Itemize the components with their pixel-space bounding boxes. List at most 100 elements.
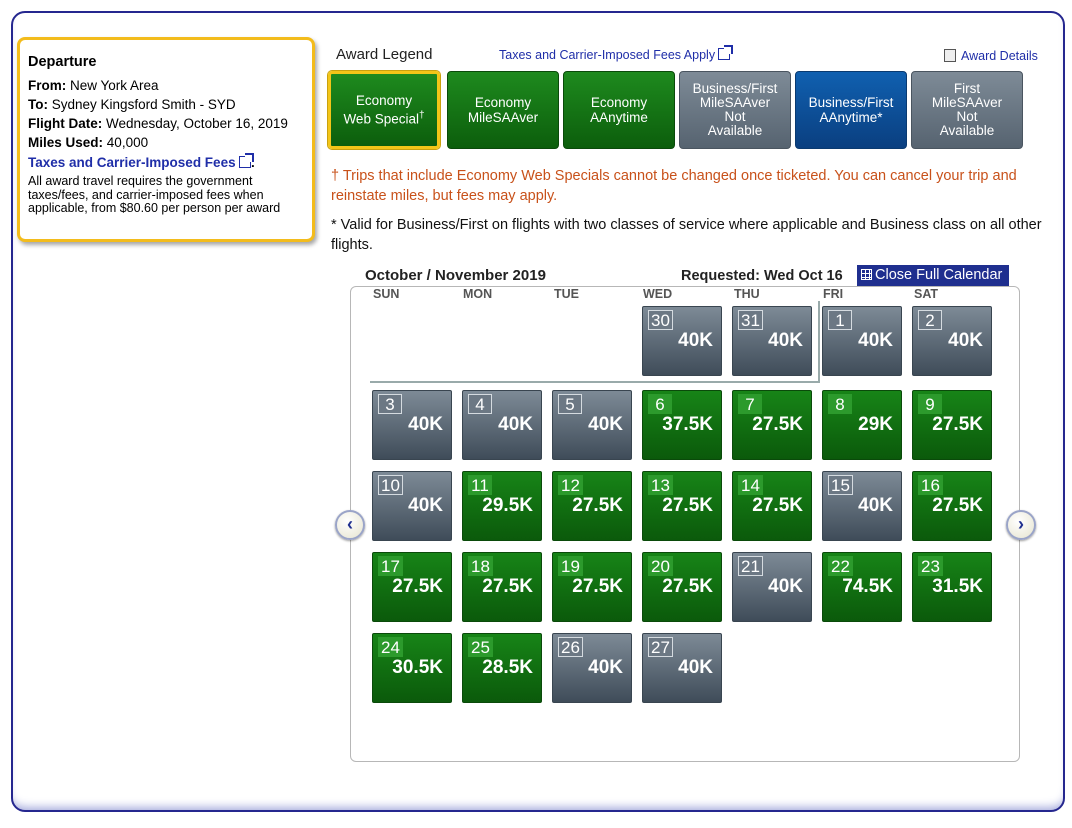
calendar-day[interactable]: 12 27.5K [552, 471, 632, 541]
legend-business-first-milesaaver[interactable]: Business/First MileSAAver Not Available [679, 71, 791, 149]
day-miles: 74.5K [842, 576, 893, 597]
day-number: 20 [648, 556, 673, 576]
day-miles: 27.5K [932, 495, 983, 516]
calendar-day[interactable]: 9 27.5K [912, 390, 992, 460]
day-number: 1 [828, 310, 852, 330]
document-icon [944, 49, 956, 62]
legend-item-line: MileSAAver [467, 110, 539, 125]
calendar-day[interactable]: 8 29K [822, 390, 902, 460]
from-row: From: New York Area [28, 76, 304, 95]
calendar-day[interactable]: 20 27.5K [642, 552, 722, 622]
to-row: To: Sydney Kingsford Smith - SYD [28, 95, 304, 114]
day-number: 11 [468, 475, 492, 495]
legend-item-line: MileSAAver [931, 95, 1003, 110]
legend-economy-aanytime[interactable]: Economy AAnytime [563, 71, 675, 149]
day-number: 12 [558, 475, 583, 495]
calendar-day[interactable]: 4 40K [462, 390, 542, 460]
day-miles: 40K [588, 414, 623, 435]
calendar-day[interactable]: 16 27.5K [912, 471, 992, 541]
close-full-calendar-button[interactable]: Close Full Calendar [857, 265, 1009, 286]
weekday-header: MON [463, 287, 493, 301]
award-details-link[interactable]: Award Details [944, 49, 1038, 63]
miles-label: Miles Used: [28, 135, 104, 150]
calendar-day[interactable]: 7 27.5K [732, 390, 812, 460]
day-miles: 40K [858, 495, 893, 516]
requested-date: Requested: Wed Oct 16 [681, 268, 843, 284]
external-link-icon [238, 153, 254, 168]
day-miles: 40K [768, 330, 803, 351]
calendar-day[interactable]: 1 40K [822, 306, 902, 376]
day-miles: 40K [948, 330, 983, 351]
calendar-day[interactable]: 21 40K [732, 552, 812, 622]
next-month-button[interactable]: › [1006, 510, 1036, 540]
calendar-day[interactable]: 22 74.5K [822, 552, 902, 622]
calendar-day[interactable]: 15 40K [822, 471, 902, 541]
calendar-day[interactable]: 5 40K [552, 390, 632, 460]
day-miles: 40K [498, 414, 533, 435]
legend-business-first-aanytime[interactable]: Business/First AAnytime* [795, 71, 907, 149]
legend-item-line: Business/First [692, 81, 778, 96]
calendar-grid-icon [861, 269, 872, 280]
day-number: 10 [378, 475, 403, 495]
calendar-day[interactable]: 6 37.5K [642, 390, 722, 460]
calendar-day[interactable]: 19 27.5K [552, 552, 632, 622]
legend-item-line: Available [707, 123, 763, 138]
calendar-day[interactable]: 27 40K [642, 633, 722, 703]
taxes-fees-link[interactable]: Taxes and Carrier-Imposed Fees Apply [499, 45, 734, 62]
from-value: New York Area [70, 78, 159, 93]
calendar-day[interactable]: 30 40K [642, 306, 722, 376]
day-miles: 40K [678, 330, 713, 351]
to-label: To: [28, 97, 48, 112]
calendar-day[interactable]: 26 40K [552, 633, 632, 703]
day-number: 8 [828, 394, 852, 414]
close-calendar-label: Close Full Calendar [875, 267, 1003, 283]
day-number: 18 [468, 556, 493, 576]
day-number: 13 [648, 475, 673, 495]
day-miles: 31.5K [932, 576, 983, 597]
fees-link[interactable]: Taxes and Carrier-Imposed Fees [28, 153, 254, 170]
legend-first-milesaaver[interactable]: First MileSAAver Not Available [911, 71, 1023, 149]
legend-item-line: MileSAAver [699, 95, 771, 110]
day-miles: 27.5K [572, 495, 623, 516]
fees-note: All award travel requires the government… [28, 174, 281, 215]
day-number: 5 [558, 394, 582, 414]
calendar-day[interactable]: 14 27.5K [732, 471, 812, 541]
day-miles: 40K [768, 576, 803, 597]
day-miles: 27.5K [752, 414, 803, 435]
day-number: 15 [828, 475, 853, 495]
calendar-day[interactable]: 2 40K [912, 306, 992, 376]
miles-row: Miles Used: 40,000 [28, 133, 304, 152]
calendar-day[interactable]: 25 28.5K [462, 633, 542, 703]
chevron-right-icon: › [1018, 514, 1024, 534]
taxes-fees-link-label: Taxes and Carrier-Imposed Fees Apply [499, 48, 716, 62]
fees-row: Taxes and Carrier-Imposed Fees: [28, 152, 304, 170]
day-number: 27 [648, 637, 673, 657]
calendar-day[interactable]: 18 27.5K [462, 552, 542, 622]
day-number: 30 [648, 310, 673, 330]
calendar-day[interactable]: 11 29.5K [462, 471, 542, 541]
previous-month-button[interactable]: ‹ [335, 510, 365, 540]
day-number: 6 [648, 394, 672, 414]
calendar-day[interactable]: 10 40K [372, 471, 452, 541]
date-label: Flight Date: [28, 116, 103, 131]
day-number: 21 [738, 556, 763, 576]
day-number: 17 [378, 556, 403, 576]
day-number: 4 [468, 394, 492, 414]
day-miles: 27.5K [572, 576, 623, 597]
legend-economy-web-special[interactable]: Economy Web Special† [328, 71, 440, 149]
calendar-day[interactable]: 17 27.5K [372, 552, 452, 622]
legend-item-line: Economy [590, 95, 648, 110]
day-number: 22 [828, 556, 853, 576]
calendar-day[interactable]: 31 40K [732, 306, 812, 376]
calendar-day[interactable]: 24 30.5K [372, 633, 452, 703]
calendar-day[interactable]: 3 40K [372, 390, 452, 460]
day-miles: 40K [408, 495, 443, 516]
miles-value: 40,000 [106, 135, 149, 150]
calendar-day[interactable]: 23 31.5K [912, 552, 992, 622]
day-miles: 40K [588, 657, 623, 678]
date-row: Flight Date: Wednesday, October 16, 2019 [28, 114, 304, 133]
date-value: Wednesday, October 16, 2019 [106, 116, 288, 131]
calendar-day[interactable]: 13 27.5K [642, 471, 722, 541]
dagger-mark: † [418, 110, 425, 122]
legend-economy-milesaaver[interactable]: Economy MileSAAver [447, 71, 559, 149]
